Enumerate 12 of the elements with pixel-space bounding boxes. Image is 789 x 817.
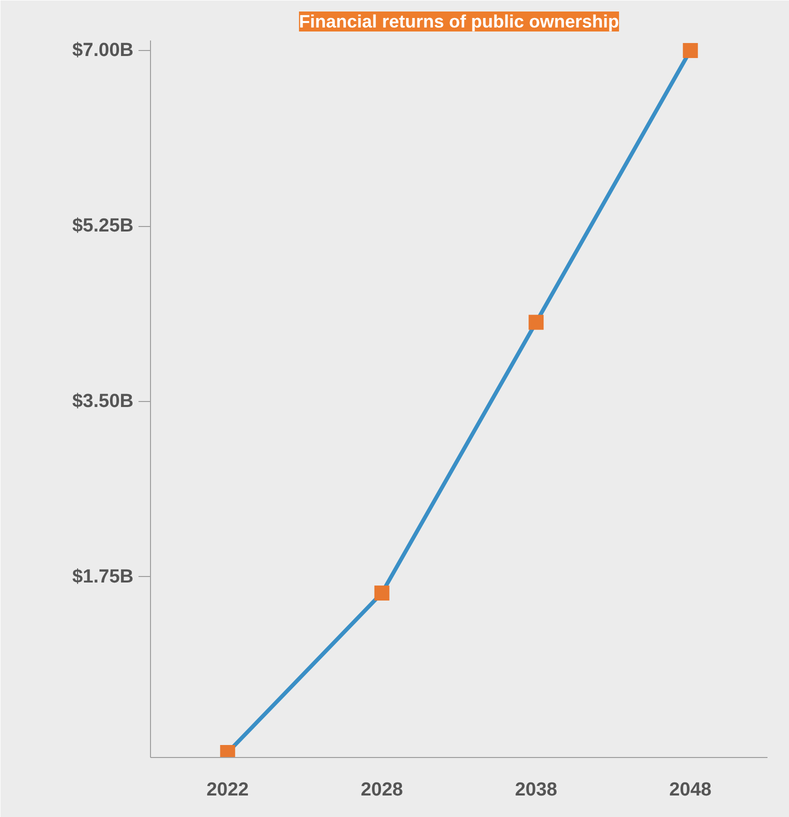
point bbox=[374, 586, 390, 601]
x-tick-label: 2022 bbox=[206, 780, 249, 800]
y-tick-label: $7.00B bbox=[72, 40, 134, 62]
point bbox=[528, 314, 544, 330]
y-tick-label: $1.75B bbox=[72, 566, 134, 588]
x-tick-label: 2038 bbox=[514, 780, 558, 800]
x-tick-label: 2028 bbox=[360, 780, 404, 800]
y-tick-label: $3.50B bbox=[72, 391, 134, 412]
y-tick-label: $5.25B bbox=[72, 216, 134, 237]
point bbox=[682, 43, 698, 58]
chart-title: Financial returns of public ownership bbox=[298, 12, 620, 32]
x-tick-label: 2048 bbox=[669, 780, 712, 800]
